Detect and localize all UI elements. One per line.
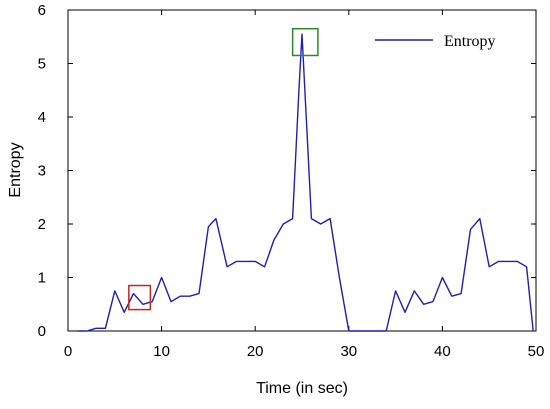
series-line-entropy [77,33,534,332]
series-layer [77,33,534,332]
x-tick-label: 30 [340,343,357,360]
max-entropy-region-box [291,27,319,57]
y-tick-label: 4 [38,109,46,126]
y-tick-label: 0 [38,323,46,340]
x-tick-label: 0 [64,343,72,360]
y-axis: 0 1 2 3 4 5 6 [38,2,536,340]
y-axis-title: Entropy [7,142,24,197]
legend: Entropy [375,33,496,50]
x-tick-label: 20 [247,343,264,360]
x-axis-title: Time (in sec) [256,380,348,397]
x-tick-label: 10 [153,343,170,360]
plot-frame [67,9,537,332]
min-entropy-region-box [128,284,152,311]
highlight-boxes [128,27,319,311]
y-tick-label: 2 [38,216,46,233]
y-tick-label: 1 [38,270,46,287]
y-tick-label: 6 [38,2,46,19]
y-tick-label: 5 [38,56,46,73]
legend-label: Entropy [444,33,496,50]
x-axis: 0 10 20 30 40 50 [64,10,545,360]
y-tick-label: 3 [38,163,46,180]
x-tick-label: 50 [528,343,545,360]
x-tick-label: 40 [434,343,451,360]
